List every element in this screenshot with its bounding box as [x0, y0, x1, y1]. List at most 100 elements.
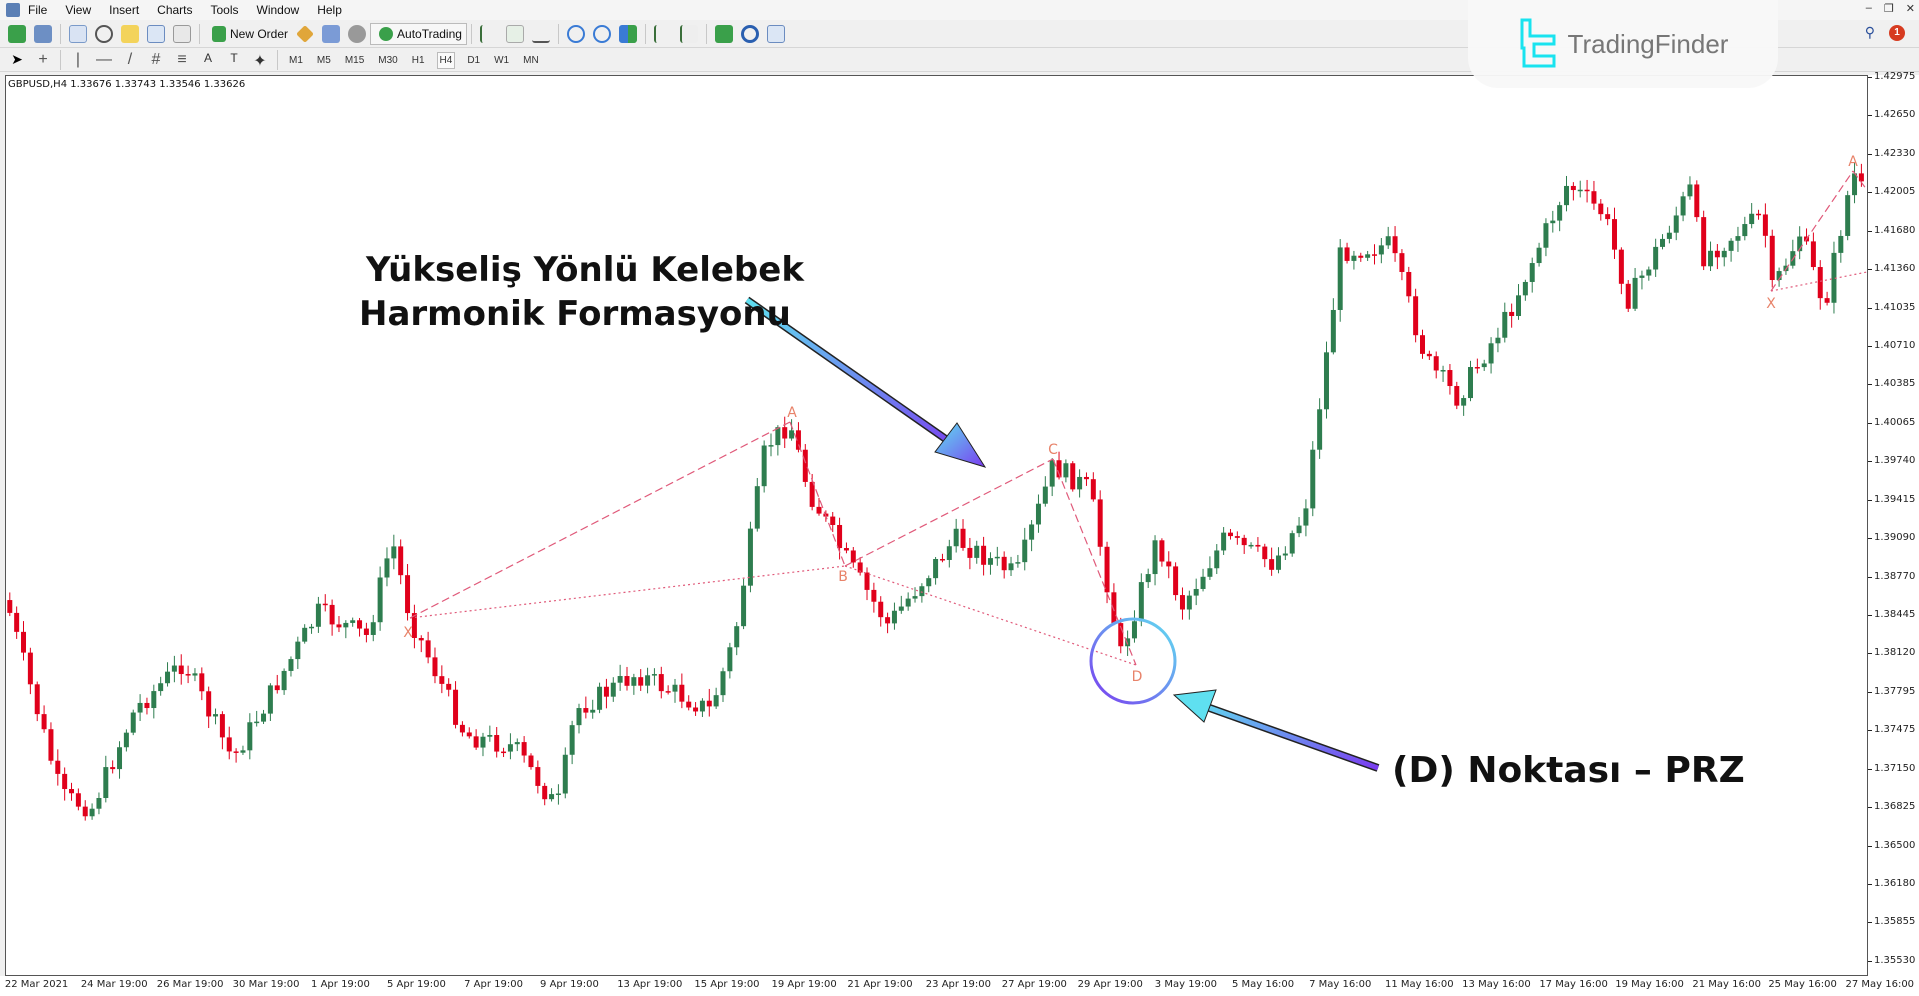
- price-label: 1.41680: [1874, 224, 1916, 236]
- price-tick: [1868, 77, 1872, 78]
- terminal-icon[interactable]: [147, 25, 165, 43]
- new-order-icon: [212, 26, 226, 42]
- text-label-icon[interactable]: T: [230, 51, 238, 65]
- notification-badge[interactable]: 1: [1889, 24, 1905, 41]
- vertical-line-icon[interactable]: |: [75, 51, 81, 68]
- price-tick: [1868, 230, 1872, 232]
- strategy-tester-icon[interactable]: [173, 25, 191, 43]
- data-window-icon[interactable]: [95, 25, 113, 43]
- price-label: 1.38770: [1874, 570, 1916, 582]
- window-controls: – ❐ ✕: [1866, 2, 1915, 15]
- price-tick: [1868, 461, 1872, 463]
- timeframe-m30[interactable]: M30: [378, 54, 398, 66]
- price-label: 1.42650: [1874, 109, 1916, 121]
- price-label: 1.39415: [1874, 493, 1916, 505]
- time-label: 11 May 16:00: [1385, 979, 1454, 990]
- time-label: 7 Apr 19:00: [464, 979, 523, 990]
- menu-insert[interactable]: Insert: [109, 3, 140, 17]
- minimize-icon[interactable]: –: [1865, 2, 1872, 14]
- time-label: 21 May 16:00: [1692, 979, 1761, 990]
- autoscroll-icon[interactable]: [679, 25, 698, 43]
- timeframe-mn[interactable]: MN: [523, 54, 539, 66]
- time-label: 30 Mar 19:00: [232, 979, 300, 990]
- chart-shift-icon[interactable]: [653, 25, 672, 43]
- chart-area[interactable]: [5, 75, 1868, 976]
- market-icon[interactable]: [348, 25, 367, 43]
- drawing-toolbar: ➤ + | — / # ≡ A T ✦ M1 M5 M15 M30 H1 H4 …: [0, 49, 1919, 72]
- pattern-title-line1: Yükseliş Yönlü Kelebek: [366, 250, 804, 290]
- prz-label: (D) Noktası – PRZ: [1392, 750, 1745, 791]
- pattern-title-line2: Harmonik Formasyonu: [359, 294, 791, 334]
- zoom-in-icon[interactable]: [566, 25, 585, 43]
- timeframe-w1[interactable]: W1: [494, 54, 510, 66]
- price-tick: [1868, 691, 1872, 693]
- timeframe-d1[interactable]: D1: [467, 54, 481, 66]
- time-label: 9 Apr 19:00: [540, 979, 599, 990]
- timeframe-m15[interactable]: M15: [344, 54, 365, 66]
- price-label: 1.40710: [1874, 340, 1916, 351]
- price-label: 1.39090: [1874, 532, 1916, 544]
- time-label: 22 Mar 2021: [4, 979, 69, 990]
- periods-icon[interactable]: [740, 25, 759, 43]
- timeframe-h1[interactable]: H1: [411, 54, 425, 66]
- price-tick: [1868, 346, 1872, 347]
- templates-icon[interactable]: [766, 25, 785, 43]
- new-order-label: New Order: [230, 27, 289, 41]
- zoom-out-icon[interactable]: [592, 25, 611, 43]
- candlestick-chart-icon[interactable]: [505, 25, 524, 43]
- price-tick: [1868, 384, 1872, 386]
- menu-tools[interactable]: Tools: [210, 3, 239, 17]
- timeframe-h4[interactable]: H4: [436, 51, 456, 69]
- signals-icon[interactable]: [322, 25, 341, 43]
- time-label: 15 Apr 19:00: [694, 979, 760, 990]
- price-label: 1.36180: [1874, 878, 1916, 890]
- logo-text: TradingFinder: [1567, 28, 1729, 59]
- autotrading-button[interactable]: AutoTrading: [370, 23, 467, 45]
- close-icon[interactable]: ✕: [1905, 3, 1915, 15]
- profiles-icon[interactable]: [34, 25, 52, 43]
- tile-windows-icon[interactable]: [618, 25, 637, 43]
- text-icon[interactable]: A: [203, 51, 212, 65]
- horizontal-line-icon[interactable]: —: [96, 51, 112, 68]
- menu-window[interactable]: Window: [256, 3, 300, 17]
- price-label: 1.38445: [1874, 609, 1916, 621]
- time-label: 24 Mar 19:00: [80, 979, 148, 990]
- timeframe-m1[interactable]: M1: [289, 54, 303, 66]
- navigator-icon[interactable]: [121, 25, 139, 43]
- metaeditor-icon[interactable]: [296, 25, 314, 43]
- price-label: 1.37150: [1874, 762, 1916, 774]
- indicators-icon[interactable]: [714, 25, 733, 43]
- time-label: 5 May 16:00: [1231, 979, 1295, 990]
- new-order-button[interactable]: New Order: [204, 23, 292, 45]
- menu-view[interactable]: View: [65, 3, 92, 17]
- market-watch-icon[interactable]: [69, 25, 87, 43]
- price-tick: [1868, 884, 1872, 886]
- menu-charts[interactable]: Charts: [157, 3, 193, 17]
- price-tick: [1868, 269, 1872, 271]
- cursor-icon[interactable]: ➤: [11, 51, 23, 67]
- price-axis[interactable]: 1.42975 1.42650 1.42330 1.42005 1.41680 1.413…: [1868, 71, 1919, 976]
- time-label: 19 Apr 19:00: [771, 979, 837, 990]
- time-label: 13 Apr 19:00: [617, 979, 683, 990]
- menu-help[interactable]: Help: [317, 3, 342, 17]
- menu-file[interactable]: File: [28, 3, 48, 17]
- new-chart-icon[interactable]: [8, 25, 26, 43]
- time-axis[interactable]: 22 Mar 2021 24 Mar 19:00 26 Mar 19:00 30 Ma…: [0, 976, 1919, 996]
- line-chart-icon[interactable]: [531, 25, 550, 43]
- tradingfinder-logo-icon: [1520, 18, 1556, 68]
- equidistant-channel-icon[interactable]: #: [151, 51, 161, 68]
- restore-icon[interactable]: ❐: [1883, 3, 1894, 15]
- trendline-icon[interactable]: /: [127, 51, 133, 68]
- arrows-icon[interactable]: ✦: [253, 53, 267, 70]
- time-label: 19 May 16:00: [1615, 979, 1684, 990]
- timeframe-m5[interactable]: M5: [316, 54, 331, 66]
- price-tick: [1868, 115, 1872, 117]
- bar-chart-icon[interactable]: [479, 25, 498, 43]
- fibonacci-icon[interactable]: ≡: [177, 51, 187, 68]
- price-tick: [1868, 153, 1872, 155]
- price-tick: [1868, 807, 1872, 809]
- time-label: 27 May 16:00: [1845, 979, 1915, 990]
- price-tick: [1868, 922, 1872, 924]
- crosshair-icon[interactable]: +: [38, 51, 48, 68]
- search-icon[interactable]: ⚲: [1864, 24, 1875, 40]
